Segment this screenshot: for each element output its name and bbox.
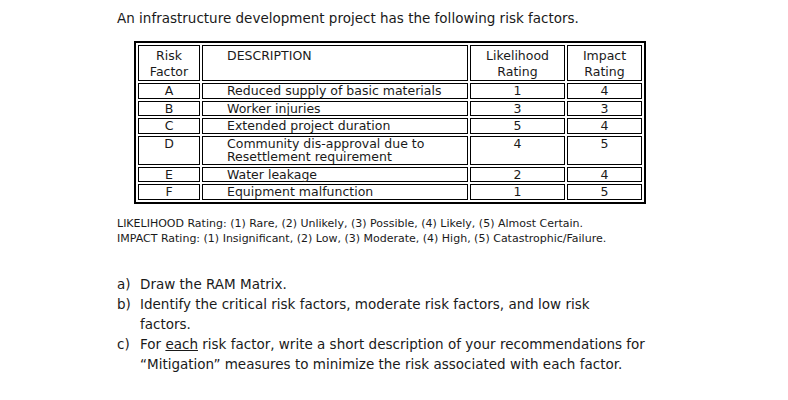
table-row: C Extended project duration 5 4 — [138, 118, 642, 134]
question-c: c) For each risk factor, write a short d… — [117, 334, 645, 374]
cell-impact: 3 — [567, 101, 642, 117]
cell-risk-factor: B — [138, 101, 200, 117]
cell-description: Extended project duration — [202, 118, 468, 134]
question-line: Identify the critical risk factors, mode… — [140, 294, 590, 314]
cell-likelihood: 1 — [470, 83, 565, 99]
cell-likelihood: 2 — [470, 167, 565, 183]
cell-risk-factor: A — [138, 83, 200, 99]
header-line: Impact — [568, 48, 641, 64]
question-c-underlined-word: each — [165, 336, 198, 352]
header-line: DESCRIPTION — [227, 48, 463, 64]
cell-description: Community dis-approval due to Resettleme… — [202, 136, 468, 165]
question-line: factors. — [140, 314, 590, 334]
header-line: Rating — [471, 64, 564, 80]
question-b-text: Identify the critical risk factors, mode… — [140, 294, 590, 334]
header-risk-factor: Risk Factor — [138, 45, 200, 81]
question-a: a) Draw the RAM Matrix. — [117, 274, 645, 294]
cell-risk-factor: F — [138, 184, 200, 200]
table-row: B Worker injuries 3 3 — [138, 101, 642, 117]
impact-legend: IMPACT Rating: (1) Insignificant, (2) Lo… — [117, 231, 606, 246]
problem-statement: An infrastructure development project ha… — [117, 9, 579, 27]
cell-impact: 5 — [567, 184, 642, 200]
header-impact-rating: Impact Rating — [567, 45, 642, 81]
table-row: D Community dis-approval due to Resettle… — [138, 136, 642, 165]
cell-risk-factor: D — [138, 136, 200, 165]
cell-impact: 4 — [567, 83, 642, 99]
question-c-label: c) — [117, 334, 140, 354]
cell-impact: 5 — [567, 136, 642, 165]
cell-likelihood: 3 — [470, 101, 565, 117]
cell-impact: 4 — [567, 118, 642, 134]
question-line: Draw the RAM Matrix. — [140, 274, 287, 294]
cell-risk-factor: C — [138, 118, 200, 134]
question-b: b) Identify the critical risk factors, m… — [117, 294, 645, 334]
question-a-label: a) — [117, 274, 140, 294]
cell-likelihood: 5 — [470, 118, 565, 134]
cell-description: Worker injuries — [202, 101, 468, 117]
header-line: Risk — [139, 48, 199, 64]
question-a-text: Draw the RAM Matrix. — [140, 274, 287, 294]
cell-description: Equipment malfunction — [202, 184, 468, 200]
cell-description: Reduced supply of basic materials — [202, 83, 468, 99]
question-c-rest: risk factor, write a short description o… — [198, 336, 645, 352]
header-description: DESCRIPTION — [202, 45, 468, 81]
header-line: Rating — [568, 64, 641, 80]
question-line: For each risk factor, write a short desc… — [140, 334, 645, 354]
cell-description: Water leakage — [202, 167, 468, 183]
likelihood-legend: LIKELIHOOD Rating: (1) Rare, (2) Unlikel… — [117, 216, 606, 231]
worksheet-page: An infrastructure development project ha… — [0, 0, 788, 400]
table-row: E Water leakage 2 4 — [138, 167, 642, 183]
header-line: Likelihood — [471, 48, 564, 64]
header-likelihood-rating: Likelihood Rating — [470, 45, 565, 81]
cell-risk-factor: E — [138, 167, 200, 183]
risk-factors-table: Risk Factor DESCRIPTION Likelihood Ratin… — [134, 41, 646, 204]
cell-likelihood: 1 — [470, 184, 565, 200]
rating-legend: LIKELIHOOD Rating: (1) Rare, (2) Unlikel… — [117, 216, 606, 246]
question-b-label: b) — [117, 294, 140, 314]
question-c-text: For each risk factor, write a short desc… — [140, 334, 645, 374]
table-header-row: Risk Factor DESCRIPTION Likelihood Ratin… — [138, 45, 642, 81]
question-c-prefix: For — [140, 336, 165, 352]
question-line: “Mitigation” measures to minimize the ri… — [140, 354, 645, 374]
questions-list: a) Draw the RAM Matrix. b) Identify the … — [117, 274, 645, 374]
table-row: A Reduced supply of basic materials 1 4 — [138, 83, 642, 99]
cell-likelihood: 4 — [470, 136, 565, 165]
table-row: F Equipment malfunction 1 5 — [138, 184, 642, 200]
header-line: Factor — [139, 64, 199, 80]
cell-impact: 4 — [567, 167, 642, 183]
